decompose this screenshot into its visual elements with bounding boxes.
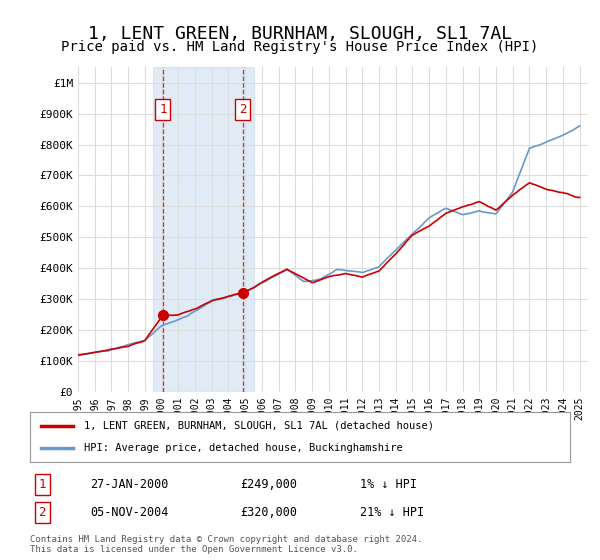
Text: 2: 2 — [38, 506, 46, 519]
Text: 2: 2 — [239, 103, 246, 116]
Text: £320,000: £320,000 — [240, 506, 297, 519]
Text: 1% ↓ HPI: 1% ↓ HPI — [360, 478, 417, 491]
Text: Price paid vs. HM Land Registry's House Price Index (HPI): Price paid vs. HM Land Registry's House … — [61, 40, 539, 54]
Text: 1: 1 — [159, 103, 167, 116]
Text: This data is licensed under the Open Government Licence v3.0.: This data is licensed under the Open Gov… — [30, 545, 358, 554]
Text: 27-JAN-2000: 27-JAN-2000 — [90, 478, 169, 491]
Text: 05-NOV-2004: 05-NOV-2004 — [90, 506, 169, 519]
Text: £249,000: £249,000 — [240, 478, 297, 491]
Text: HPI: Average price, detached house, Buckinghamshire: HPI: Average price, detached house, Buck… — [84, 443, 403, 453]
Text: 1, LENT GREEN, BURNHAM, SLOUGH, SL1 7AL (detached house): 1, LENT GREEN, BURNHAM, SLOUGH, SL1 7AL … — [84, 421, 434, 431]
Text: Contains HM Land Registry data © Crown copyright and database right 2024.: Contains HM Land Registry data © Crown c… — [30, 535, 422, 544]
Text: 1: 1 — [38, 478, 46, 491]
Text: 21% ↓ HPI: 21% ↓ HPI — [360, 506, 424, 519]
Text: 1, LENT GREEN, BURNHAM, SLOUGH, SL1 7AL: 1, LENT GREEN, BURNHAM, SLOUGH, SL1 7AL — [88, 25, 512, 43]
Bar — [153, 67, 254, 392]
